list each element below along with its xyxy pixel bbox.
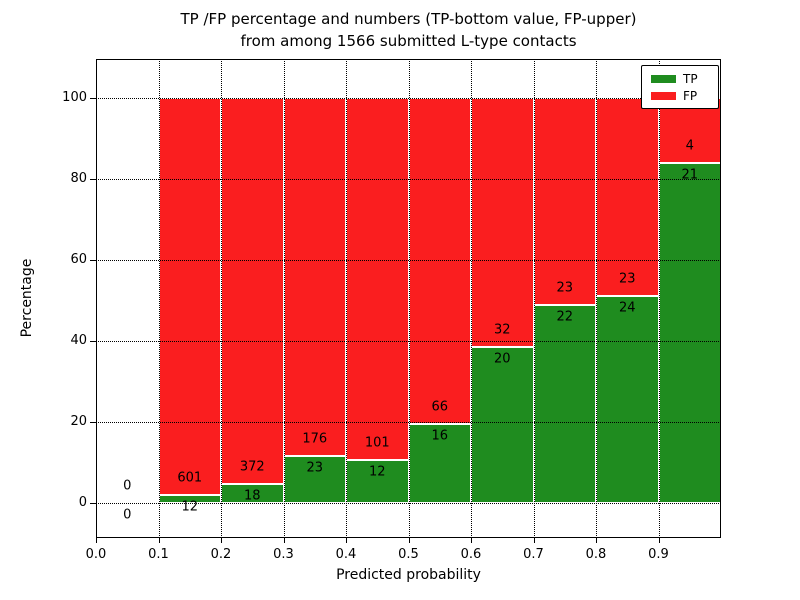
bar-label-tp: 22 xyxy=(556,309,574,325)
bar-label-tp: 0 xyxy=(123,507,132,523)
bar-label-fp: 601 xyxy=(177,470,203,486)
bar-segment-tp xyxy=(596,296,659,503)
x-axis-label: Predicted probability xyxy=(336,567,481,583)
bar-label-tp: 23 xyxy=(306,460,324,476)
x-tick-label: 0.4 xyxy=(335,547,357,562)
gridline-vertical xyxy=(408,59,410,538)
bar-segment-tp xyxy=(658,162,721,503)
bar-label-fp: 23 xyxy=(556,280,574,296)
gridline-vertical xyxy=(533,59,535,538)
x-tick-label: 0.1 xyxy=(148,547,169,562)
x-tick-mark xyxy=(283,538,285,543)
y-tick-label: 0 xyxy=(78,495,87,510)
bar-label-fp: 176 xyxy=(302,431,328,447)
bar-segment-fp xyxy=(221,98,284,485)
bar-label-tp: 20 xyxy=(493,351,511,367)
gridline-vertical xyxy=(596,59,597,538)
x-tick-mark xyxy=(158,538,160,543)
plot-area: TP FP 0 0 601 12 372 18 176 23 101 12 66 16 32 20 23 22… xyxy=(96,59,721,538)
x-tick-mark xyxy=(471,538,472,543)
bar-segment-tp xyxy=(346,459,409,503)
y-tick-label: 80 xyxy=(70,171,87,186)
x-tick-label: 0.9 xyxy=(648,547,669,562)
x-tick-mark xyxy=(96,538,97,543)
x-tick-label: 0.3 xyxy=(273,547,294,562)
chart-title-line1: TP /FP percentage and numbers (TP-bottom… xyxy=(180,10,637,28)
gridline-vertical xyxy=(658,59,660,538)
gridline-vertical xyxy=(221,59,222,538)
bar-segment-tp xyxy=(533,305,596,503)
y-tick-mark xyxy=(90,179,96,180)
x-tick-mark xyxy=(596,538,597,543)
gridline-vertical xyxy=(346,59,347,538)
x-tick-label: 0.2 xyxy=(210,547,232,562)
x-tick-label: 0.0 xyxy=(85,547,107,562)
legend-label-tp: TP xyxy=(683,71,698,86)
tp-swatch xyxy=(651,74,676,83)
y-tick-mark xyxy=(90,98,96,99)
bar-segment-tp xyxy=(408,423,471,503)
bar-segment-fp xyxy=(346,98,409,460)
bar-label-fp: 4 xyxy=(685,138,694,154)
gridline-vertical xyxy=(158,59,160,538)
y-tick-mark xyxy=(90,422,96,423)
y-tick-label: 100 xyxy=(62,90,87,105)
y-axis-label: Percentage xyxy=(19,258,35,338)
x-tick-label: 0.8 xyxy=(585,547,607,562)
y-tick-label: 60 xyxy=(70,252,87,267)
bar-segment-fp xyxy=(283,98,346,457)
legend-item-fp: FP xyxy=(642,90,718,102)
x-tick-label: 0.6 xyxy=(460,547,482,562)
bar-segment-fp xyxy=(471,98,534,348)
bar-label-fp: 32 xyxy=(493,322,511,338)
bar-label-tp: 12 xyxy=(181,499,199,515)
bar-label-tp: 18 xyxy=(243,488,261,504)
bar-label-fp: 372 xyxy=(239,459,265,475)
bar-label-fp: 23 xyxy=(618,271,636,287)
bar-label-fp: 66 xyxy=(431,399,449,415)
chart-title: TP /FP percentage and numbers (TP-bottom… xyxy=(96,8,721,52)
y-tick-label: 20 xyxy=(70,414,87,429)
y-tick-mark xyxy=(90,503,96,504)
bar-label-tp: 24 xyxy=(618,300,636,316)
gridline-vertical xyxy=(283,59,285,538)
y-tick-mark xyxy=(90,341,96,342)
x-tick-label: 0.5 xyxy=(398,547,419,562)
bar-label-fp: 101 xyxy=(364,435,390,451)
x-tick-mark xyxy=(408,538,410,543)
x-tick-mark xyxy=(346,538,347,543)
legend-label-fp: FP xyxy=(683,88,698,103)
fp-swatch xyxy=(651,91,676,100)
x-tick-mark xyxy=(533,538,535,543)
x-tick-mark xyxy=(221,538,222,543)
x-tick-label: 0.7 xyxy=(523,547,544,562)
y-tick-mark xyxy=(90,260,96,261)
bar-segment-fp xyxy=(158,98,221,496)
legend: TP FP xyxy=(641,65,719,109)
chart-title-line2: from among 1566 submitted L-type contact… xyxy=(240,32,577,50)
bar-label-tp: 21 xyxy=(681,167,699,183)
bar-label-fp: 0 xyxy=(123,478,132,494)
bar-label-tp: 12 xyxy=(368,464,386,480)
y-tick-label: 40 xyxy=(70,333,87,348)
x-tick-mark xyxy=(658,538,660,543)
bar-label-tp: 16 xyxy=(431,428,449,444)
bar-segment-fp xyxy=(596,98,659,297)
gridline-vertical xyxy=(471,59,472,538)
bar-segment-fp xyxy=(533,98,596,305)
legend-item-tp: TP xyxy=(642,73,718,85)
bar-segment-tp xyxy=(471,347,534,503)
